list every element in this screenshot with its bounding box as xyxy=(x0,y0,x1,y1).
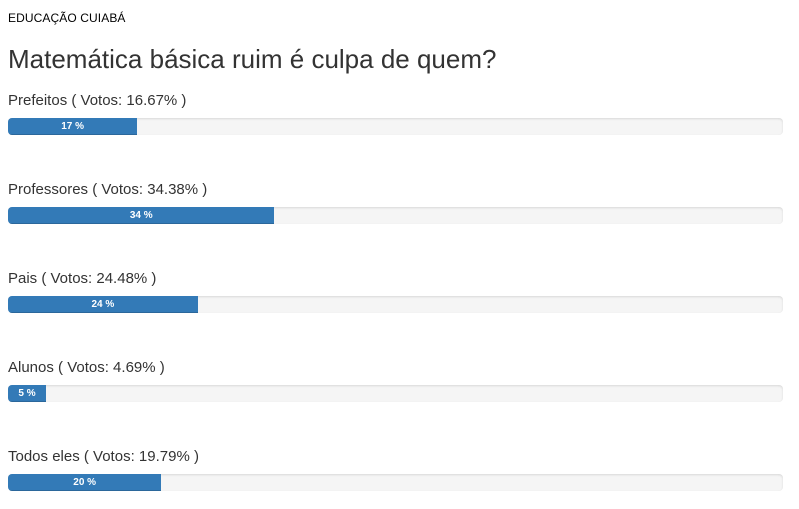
progress-bar: 34 % xyxy=(8,207,275,224)
poll-option-todos-eles: Todos eles ( Votos: 19.79% ) 20 % xyxy=(8,448,784,491)
progress-track: 5 % xyxy=(8,385,783,402)
poll-option-prefeitos: Prefeitos ( Votos: 16.67% ) 17 % xyxy=(8,92,784,135)
poll-option-pais: Pais ( Votos: 24.48% ) 24 % xyxy=(8,270,784,313)
progress-track: 17 % xyxy=(8,118,783,135)
poll-title: Matemática básica ruim é culpa de quem? xyxy=(8,44,497,74)
poll-option-label: Professores ( Votos: 34.38% ) xyxy=(8,181,208,198)
progress-track: 24 % xyxy=(8,296,783,313)
progress-bar: 24 % xyxy=(8,296,198,313)
poll-option-professores: Professores ( Votos: 34.38% ) 34 % xyxy=(8,181,784,224)
poll-option-label: Pais ( Votos: 24.48% ) xyxy=(8,270,157,287)
progress-bar: 17 % xyxy=(8,118,138,135)
progress-track: 20 % xyxy=(8,474,783,491)
poll-option-label: Prefeitos ( Votos: 16.67% ) xyxy=(8,92,187,109)
poll-option-alunos: Alunos ( Votos: 4.69% ) 5 % xyxy=(8,359,784,402)
progress-bar: 20 % xyxy=(8,474,162,491)
site-label: EDUCAÇÃO CUIABÁ xyxy=(8,11,126,25)
progress-track: 34 % xyxy=(8,207,783,224)
poll-option-label: Todos eles ( Votos: 19.79% ) xyxy=(8,448,199,465)
poll-option-label: Alunos ( Votos: 4.69% ) xyxy=(8,359,165,376)
progress-bar: 5 % xyxy=(8,385,46,402)
